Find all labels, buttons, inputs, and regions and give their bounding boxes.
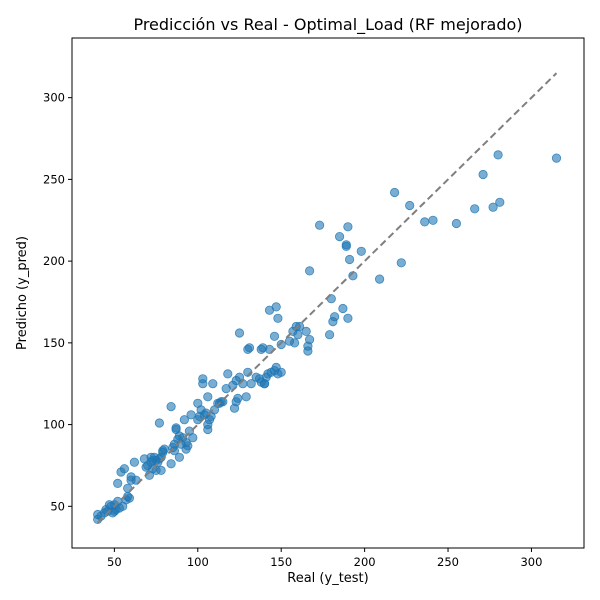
data-point — [223, 369, 233, 379]
data-point — [113, 478, 123, 488]
data-point — [334, 232, 345, 242]
data-point — [551, 153, 562, 163]
y-tick-label: 100 — [43, 418, 65, 432]
data-point — [493, 150, 503, 160]
data-point — [233, 393, 243, 403]
x-tick-label: 100 — [187, 555, 209, 569]
x-tick-label: 200 — [354, 555, 376, 569]
data-point — [478, 169, 488, 180]
data-point — [304, 266, 315, 276]
data-point — [198, 374, 208, 384]
data-point — [405, 200, 415, 211]
data-point — [124, 493, 134, 503]
data-point — [159, 444, 169, 454]
data-point — [420, 217, 430, 227]
plot-frame — [71, 37, 585, 549]
x-axis-label: Real (y_test) — [287, 571, 368, 586]
data-point — [269, 331, 280, 341]
data-point — [208, 379, 218, 389]
data-point — [273, 313, 283, 323]
data-point — [304, 334, 315, 345]
data-point — [344, 254, 355, 265]
data-point — [166, 401, 176, 412]
reference-line — [96, 72, 558, 524]
data-point — [271, 302, 281, 312]
data-point — [338, 303, 348, 314]
data-point — [329, 312, 340, 322]
data-point — [166, 459, 176, 469]
data-point — [119, 464, 130, 474]
data-point — [341, 240, 351, 250]
data-point — [174, 452, 184, 462]
x-tick-label: 150 — [270, 555, 292, 569]
data-point — [289, 338, 300, 348]
data-point — [156, 465, 166, 475]
data-point — [188, 433, 198, 443]
x-tick-label: 50 — [107, 555, 122, 569]
data-point — [428, 215, 438, 225]
x-tick-label: 300 — [520, 555, 542, 569]
data-point — [293, 330, 303, 340]
data-point — [396, 258, 406, 268]
data-point — [343, 222, 353, 232]
data-point — [179, 415, 189, 425]
data-point — [488, 202, 498, 212]
y-tick-label: 300 — [43, 91, 65, 105]
y-tick-label: 150 — [43, 336, 65, 350]
data-point — [276, 367, 286, 377]
data-point — [246, 379, 256, 389]
data-point — [356, 246, 366, 256]
y-tick-label: 50 — [50, 499, 65, 513]
data-point — [301, 326, 311, 336]
data-point — [241, 392, 251, 402]
data-point — [314, 220, 325, 230]
data-point — [183, 441, 193, 451]
y-tick-label: 250 — [43, 172, 65, 186]
data-point — [203, 392, 213, 402]
y-axis: 50 100 150 200 250 300 — [43, 91, 72, 513]
data-point — [324, 330, 335, 340]
data-point — [389, 187, 400, 198]
scatter-points — [93, 150, 562, 525]
y-tick-label: 200 — [43, 254, 65, 268]
data-point — [343, 313, 353, 323]
data-point — [218, 397, 228, 407]
data-point — [374, 274, 385, 284]
data-point — [129, 457, 139, 467]
data-point — [294, 321, 305, 332]
data-point — [276, 339, 286, 350]
data-point — [244, 343, 255, 353]
data-point — [234, 328, 245, 338]
chart-title: Predicción vs Real - Optimal_Load (RF me… — [133, 15, 522, 35]
data-point — [154, 418, 164, 428]
data-point — [470, 204, 480, 214]
data-point — [495, 197, 505, 207]
data-point — [451, 218, 461, 229]
x-tick-label: 250 — [437, 555, 459, 569]
y-axis-label: Predicho (y_pred) — [15, 236, 30, 350]
x-axis: 50 100 150 200 250 300 — [107, 548, 542, 569]
